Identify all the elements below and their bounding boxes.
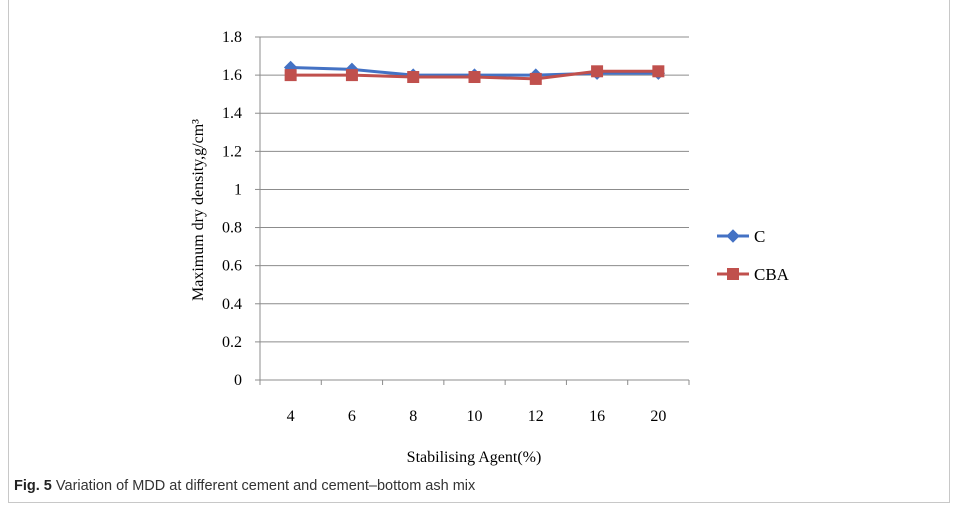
y-tick-label: 0.6 <box>222 258 242 275</box>
legend-marker <box>727 268 739 280</box>
legend-label: C <box>754 227 765 246</box>
legend-entry-c: C <box>717 227 765 246</box>
y-tick-label: 1.8 <box>222 29 242 46</box>
figure-caption: Fig. 5 Variation of MDD at different cem… <box>14 478 914 494</box>
x-tick-label: 4 <box>287 408 295 425</box>
data-point-cba <box>407 71 420 84</box>
legend-label: CBA <box>754 265 790 284</box>
x-tick-label: 16 <box>589 408 605 425</box>
y-tick-label: 0.8 <box>222 220 242 237</box>
data-point-cba <box>652 65 665 78</box>
legend-entry-cba: CBA <box>717 265 790 284</box>
axes <box>255 36 690 385</box>
x-tick-label: 8 <box>409 408 417 425</box>
y-tick-label: 1.6 <box>222 67 242 84</box>
data-point-cba <box>345 69 358 82</box>
x-tick-label: 6 <box>348 408 356 425</box>
x-tick-label: 20 <box>650 408 666 425</box>
data-point-cba <box>529 72 542 85</box>
x-axis-title: Stabilising Agent(%) <box>407 449 542 466</box>
series-cba <box>284 65 665 85</box>
figure-label: Fig. 5 <box>14 478 52 494</box>
mdd-line-chart: 0 0.2 0.4 0.6 0.8 1 1.2 1.4 1.6 1.8 4 6 8 10 12 16 20 M… <box>190 29 790 466</box>
figure-caption-text: Variation of MDD at different cement and… <box>55 478 476 494</box>
data-point-cba <box>591 65 604 78</box>
y-tick-label: 0 <box>234 372 242 389</box>
data-point-cba <box>284 69 297 82</box>
y-tick-labels: 0 0.2 0.4 0.6 0.8 1 1.2 1.4 1.6 1.8 <box>222 29 242 389</box>
legend-marker <box>726 229 740 243</box>
figure-frame <box>8 0 950 503</box>
y-axis-title: Maximum dry density,g/cm³ <box>190 119 207 301</box>
series-group <box>283 60 666 85</box>
x-tick-label: 10 <box>467 408 483 425</box>
y-tick-label: 1.4 <box>222 105 242 122</box>
x-tick-label: 12 <box>528 408 544 425</box>
x-tick-labels: 4 6 8 10 12 16 20 <box>287 408 667 425</box>
y-tick-label: 1.2 <box>222 143 242 160</box>
y-tick-label: 1 <box>234 181 242 198</box>
y-tick-label: 0.4 <box>222 296 242 313</box>
y-tick-label: 0.2 <box>222 334 242 351</box>
data-point-cba <box>468 71 481 84</box>
legend: C CBA <box>717 227 790 284</box>
